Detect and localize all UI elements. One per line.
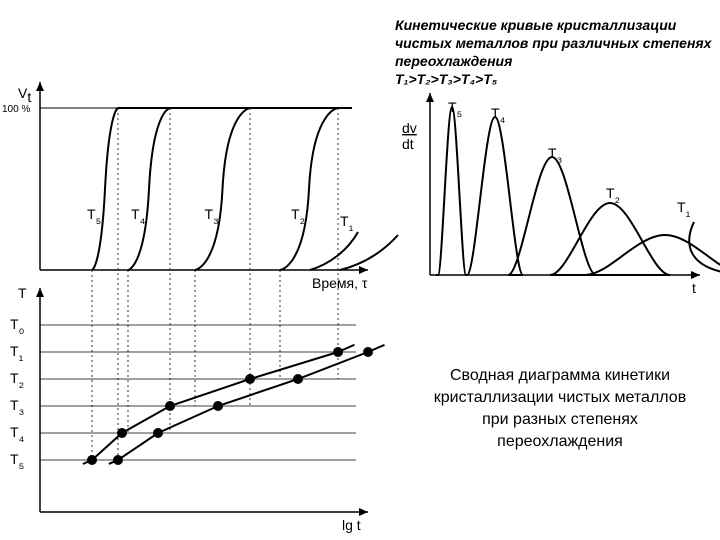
chartB-ylab-T0: Т₀: [10, 316, 25, 336]
title-order: T₁>T₂>T₃>T₄>T₅: [395, 71, 498, 87]
chartB-seriesB-pt-4: [363, 347, 373, 357]
chartB-seriesB-pt-2: [213, 401, 223, 411]
chartB-x-axis-head: [359, 508, 368, 516]
chartA-label-T4: Т₄: [131, 206, 146, 226]
chartB-xlabel: lg t: [342, 517, 361, 533]
chartB-ylabel: T: [18, 285, 27, 301]
chartB-ylab-T4: Т₄: [10, 424, 25, 444]
chartA-x-axis-head: [359, 266, 368, 274]
chartA-ylabel: Vt: [18, 85, 31, 105]
chartC-curve: [436, 107, 720, 275]
chartB-seriesA-pt-1: [117, 428, 127, 438]
chartB-seriesB: [109, 345, 385, 464]
chartC-y-axis-head: [426, 93, 434, 102]
chartC-label-T3: Т₃: [548, 145, 562, 165]
figure: Vt100 % Время, τ Т₅ Т₄ Т₃ Т₂ Т₁ Tlg t Т₀ Т₁ Т₂ Т₃ Т₄…: [0, 0, 720, 540]
caption-l2: кристаллизации чистых металлов: [434, 389, 686, 406]
chartB-seriesB-pt-1: [153, 428, 163, 438]
chartC-label-T2: Т₂: [606, 185, 620, 205]
chartB-ylab-T2: Т₂: [10, 370, 24, 390]
chartA-y-axis-head: [36, 82, 44, 91]
title-l2: чистых металлов при различных степенях: [395, 35, 713, 51]
chartA-curve-T1: [340, 235, 398, 270]
chartC-xlabel: t: [692, 280, 696, 296]
chartA-curve-T2: [280, 108, 352, 270]
chartB-ylab-T1: Т₁: [10, 343, 24, 363]
chartA-label-T5: Т₅: [87, 206, 101, 226]
chartC-x-axis-head: [691, 271, 700, 279]
chartB-ylab-T3: Т₃: [10, 397, 24, 417]
caption-l1: Сводная диаграмма кинетики: [450, 367, 670, 384]
chartB-ylab-T5: Т₅: [10, 451, 24, 471]
chartB-seriesB-pt-3: [293, 374, 303, 384]
title-l3: переохлаждения: [395, 53, 512, 69]
title-l1: Кинетические кривые кристаллизации: [395, 17, 677, 33]
chartA-label-T2: Т₂: [291, 206, 305, 226]
svg-canvas: Vt100 % Время, τ Т₅ Т₄ Т₃ Т₂ Т₁ Tlg t Т₀ Т₁ Т₂ Т₃ Т₄…: [0, 0, 720, 540]
chartA-100pct: 100 %: [2, 104, 30, 115]
chartA-label-T3: Т₃: [205, 206, 219, 226]
chartC-label-T1: Т₁: [677, 199, 691, 219]
chartA-label-T1: Т₁: [340, 213, 354, 233]
caption-l3: при разных степенях: [482, 411, 638, 428]
chartC-ylab-top: dv: [402, 120, 417, 136]
chartC-ylab-bot: dt: [402, 136, 414, 152]
chartA-curve-T1b: [310, 232, 358, 270]
caption-l4: переохлаждения: [497, 433, 623, 450]
chartA-xlabel: Время, τ: [312, 275, 368, 291]
chartA-curve-T3: [195, 108, 352, 270]
chartB-y-axis-head: [36, 288, 44, 297]
